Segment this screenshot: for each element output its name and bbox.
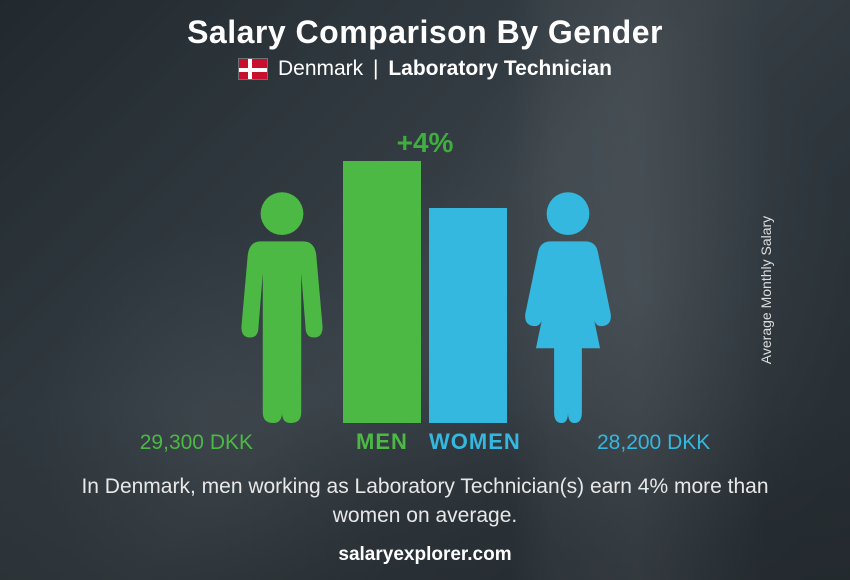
footer-source: salaryexplorer.com <box>338 544 511 566</box>
country-label: Denmark <box>278 57 363 80</box>
male-icon <box>227 188 337 423</box>
separator: | <box>373 57 378 80</box>
chart-area: +4% MEN 29,300 DKK WOMEN 28,200 DKK <box>0 91 850 423</box>
men-group <box>227 188 337 423</box>
women-salary: 28,200 DKK <box>597 431 710 455</box>
bar-pair: +4% MEN 29,300 DKK WOMEN 28,200 DKK <box>343 161 507 423</box>
women-figure <box>513 188 623 423</box>
y-axis-label: Average Monthly Salary <box>758 216 774 364</box>
subtitle: Denmark | Laboratory Technician <box>278 57 612 81</box>
infographic-content: Salary Comparison By Gender Denmark | La… <box>0 0 850 580</box>
men-figure <box>227 188 337 423</box>
denmark-flag-icon <box>238 58 268 80</box>
men-bar: MEN 29,300 DKK <box>343 161 421 423</box>
women-bar: WOMEN 28,200 DKK <box>429 208 507 423</box>
page-title: Salary Comparison By Gender <box>187 14 663 51</box>
description-text: In Denmark, men working as Laboratory Te… <box>0 473 850 530</box>
female-icon <box>513 188 623 423</box>
baseline-spacer <box>0 423 850 465</box>
job-title: Laboratory Technician <box>388 57 612 80</box>
men-salary: 29,300 DKK <box>140 431 253 455</box>
women-group <box>513 188 623 423</box>
men-bar-label: MEN <box>343 429 421 455</box>
subtitle-row: Denmark | Laboratory Technician <box>238 57 612 81</box>
difference-label: +4% <box>397 127 454 159</box>
women-bar-label: WOMEN <box>429 429 507 455</box>
